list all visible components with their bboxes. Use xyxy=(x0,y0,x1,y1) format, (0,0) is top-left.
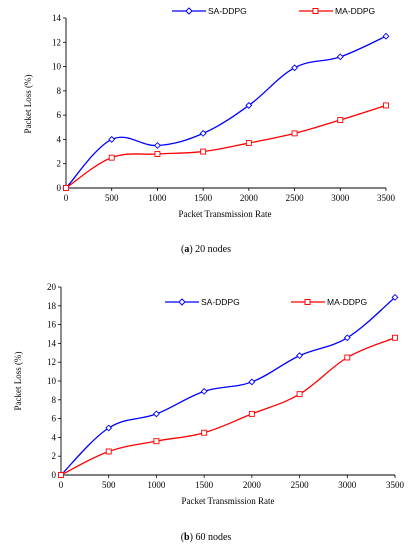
chart-b-y-tick-label: 6 xyxy=(52,414,57,424)
chart-a-x-tick-label: 3500 xyxy=(377,193,396,203)
chart-b-series-sa-ddpg-point xyxy=(200,387,208,395)
chart-b-y-tick-label: 4 xyxy=(52,432,57,442)
chart-a-x-tick-label: 3000 xyxy=(331,193,350,203)
chart-a-axes: 0 2 4 6 8 10 12 14 0 500 1000 1500 2000 2500 3000 3500 xyxy=(52,13,396,203)
chart-a-series-ma-ddpg-point xyxy=(154,151,161,157)
chart-a-x-tick-label: 500 xyxy=(105,193,119,203)
chart-b-series-sa-ddpg-point xyxy=(152,410,160,418)
chart-b-series-ma-ddpg-point xyxy=(248,410,255,417)
chart-b-series-ma-ddpg-line xyxy=(60,337,396,476)
chart-b-x-tick-label: 2500 xyxy=(291,480,310,490)
chart-a-x-tick-label: 1500 xyxy=(194,193,213,203)
chart-a-x-tick-label: 2000 xyxy=(240,193,259,203)
chart-a-x-tick-label: 2500 xyxy=(286,193,305,203)
chart-b-series-sa-ddpg-point xyxy=(391,293,399,301)
chart-b-y-tick-label: 10 xyxy=(47,376,57,386)
chart-a-legend-sa-marker xyxy=(185,7,193,15)
chart-b-y-tick-label: 8 xyxy=(52,395,57,405)
chart-b-series-ma-ddpg-point xyxy=(296,391,303,398)
chart-a-series-ma-ddpg-point xyxy=(383,102,389,109)
chart-a-caption-letter: a xyxy=(184,244,189,255)
chart-a-legend-ma-marker xyxy=(312,8,319,14)
chart-b-series-sa-ddpg-point xyxy=(105,424,113,432)
chart-a-series-sa-ddpg-point xyxy=(336,53,344,61)
chart-a-series-sa-ddpg-point xyxy=(108,135,116,143)
chart-a-y-tick-label: 14 xyxy=(52,13,62,23)
chart-a-series-sa-ddpg-point xyxy=(382,32,390,40)
chart-a-y-tick-label: 8 xyxy=(57,86,62,96)
chart-a-series-ma-ddpg-point xyxy=(200,148,207,155)
chart-b-x-tick-label: 0 xyxy=(59,480,64,490)
chart-a-series-ma-ddpg-point xyxy=(291,130,298,137)
chart-a-caption-text: 20 nodes xyxy=(195,244,231,255)
chart-b-y-axis-title: Packet Loss (%) xyxy=(13,352,23,411)
chart-b-x-tick-label: 1000 xyxy=(147,480,166,490)
chart-a: SA-DDPG MA-DDPG 0 2 4 6 8 10 12 14 0 500 1000 1500 2… xyxy=(23,6,396,255)
chart-b-y-tick-label: 2 xyxy=(52,451,57,461)
chart-a-legend: SA-DDPG MA-DDPG xyxy=(172,6,375,16)
chart-a-series-ma-ddpg-point xyxy=(108,154,115,161)
chart-a-series-sa-ddpg-line xyxy=(65,35,387,189)
chart-b-legend-ma-marker xyxy=(304,299,311,305)
chart-a-x-tick-label: 1000 xyxy=(148,193,167,203)
chart-b-legend-sa-marker xyxy=(178,298,186,306)
chart-a-x-tick-label: 0 xyxy=(64,193,69,203)
chart-a-series-ma-ddpg-point xyxy=(63,185,69,191)
chart-b-legend-ma-label: MA-DDPG xyxy=(327,297,367,307)
chart-a-series-sa-ddpg-point xyxy=(245,101,253,109)
chart-b-x-axis-title: Packet Transmission Rate xyxy=(181,496,274,506)
chart-b-caption-text: 60 nodes xyxy=(195,532,231,543)
chart-b-y-tick-label: 12 xyxy=(47,357,56,367)
chart-a-y-tick-label: 10 xyxy=(52,62,62,72)
chart-b-caption-letter: b xyxy=(184,532,190,543)
chart-b-y-tick-label: 18 xyxy=(47,301,57,311)
chart-b-x-tick-label: 2000 xyxy=(243,480,262,490)
chart-a-series-ma-ddpg-point xyxy=(337,117,344,123)
chart-b-y-tick-label: 0 xyxy=(52,470,57,480)
chart-b-legend: SA-DDPG MA-DDPG xyxy=(165,297,367,307)
chart-b-x-tick-label: 3500 xyxy=(386,480,405,490)
chart-b-axes: 0 2 4 6 8 10 12 14 16 18 20 0 500 1000 1500 2000 2500 300… xyxy=(47,282,405,490)
chart-a-legend-sa-label: SA-DDPG xyxy=(208,6,247,16)
chart-a-y-tick-label: 0 xyxy=(57,183,62,193)
chart-a-legend-ma-label: MA-DDPG xyxy=(335,6,375,16)
chart-b-series-ma-ddpg-point xyxy=(58,472,64,478)
chart-b-x-tick-label: 500 xyxy=(102,480,116,490)
chart-a-y-axis-title: Packet Loss (%) xyxy=(23,75,33,134)
chart-a-series-ma-ddpg-point xyxy=(245,140,252,147)
chart-a-series-sa-ddpg-point xyxy=(291,64,299,72)
chart-b-series-ma-ddpg-point xyxy=(201,429,208,436)
chart-a-series-sa-ddpg-point xyxy=(153,142,161,149)
chart-a-y-tick-label: 12 xyxy=(52,37,61,47)
chart-b-x-tick-label: 1500 xyxy=(195,480,214,490)
chart-b-series-ma-ddpg-point xyxy=(344,354,351,361)
chart-a-y-tick-label: 6 xyxy=(57,110,62,120)
chart-a-y-tick-label: 2 xyxy=(57,159,62,169)
chart-b-series-sa-ddpg-point xyxy=(248,378,256,386)
chart-b-y-tick-label: 14 xyxy=(47,338,57,348)
chart-b-series-sa-ddpg-line xyxy=(60,296,396,476)
chart-a-series-sa-ddpg-point xyxy=(199,129,207,137)
chart-a-x-axis-title: Packet Transmission Rate xyxy=(178,209,271,219)
chart-b-x-tick-label: 3000 xyxy=(338,480,357,490)
chart-b-series-ma-ddpg-point xyxy=(153,438,160,445)
chart-b-series-ma-ddpg-point xyxy=(392,334,398,341)
chart-b: SA-DDPG MA-DDPG 0 2 4 6 8 10 12 14 16 18 20 0 500 100… xyxy=(13,282,405,543)
chart-a-caption: (a) 20 nodes xyxy=(181,244,231,255)
chart-b-series-ma-ddpg-point xyxy=(105,448,112,455)
chart-b-series-sa-ddpg-point xyxy=(343,334,351,342)
chart-b-caption: (b) 60 nodes xyxy=(181,532,232,543)
chart-a-y-tick-label: 4 xyxy=(57,134,62,144)
chart-b-legend-sa-label: SA-DDPG xyxy=(201,297,240,307)
chart-b-y-tick-label: 20 xyxy=(47,282,57,292)
chart-b-series-sa-ddpg-point xyxy=(296,352,304,360)
chart-a-series-ma-ddpg-line xyxy=(65,104,387,189)
chart-b-y-tick-label: 16 xyxy=(47,320,57,330)
